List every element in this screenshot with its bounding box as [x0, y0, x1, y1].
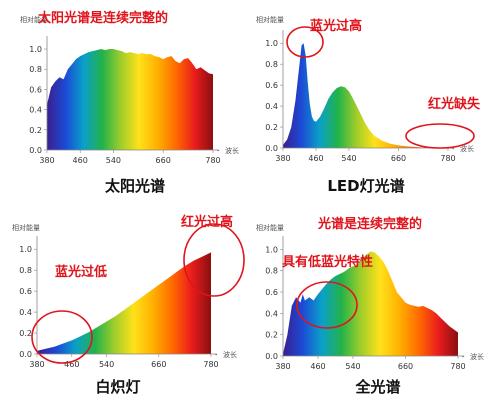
x-tick-label: 460	[310, 362, 325, 371]
x-tick-label: 780	[205, 156, 220, 165]
y-tick-label: 0.8	[265, 60, 278, 69]
x-tick-label: 780	[440, 154, 455, 163]
spectrum-panel-led: 0.0 0.2 0.4 0.6 0.8 1.0 380 460 540 660 780 相对能量 - 波长…	[256, 15, 481, 195]
annotation-label: 光谱是连续完整的	[317, 216, 422, 232]
x-axis-dash: -	[452, 145, 455, 153]
y-tick-label: 1.0	[19, 245, 32, 254]
y-tick-label: 1.0	[265, 245, 278, 254]
spectrum-panel-incandescent: 0.0 0.2 0.4 0.6 0.8 1.0 380 460 540 660 780 相对能量 - 波长…	[12, 214, 245, 396]
x-tick-label: 540	[341, 154, 356, 163]
x-axis-dash: -	[462, 353, 465, 361]
spectrum-area	[47, 49, 213, 150]
y-tick-label: 0.4	[265, 309, 278, 318]
y-axis-label: 相对能量	[20, 15, 48, 24]
highlight-circle	[405, 123, 475, 149]
spectrum-panel-full: 0.0 0.2 0.4 0.6 0.8 1.0 380 460 540 660 780 相对能量 - 波长…	[256, 216, 484, 396]
annotation-label: 具有低蓝光特性	[282, 254, 373, 270]
y-tick-label: 0.8	[29, 65, 42, 74]
annotation-label: 蓝光过高	[310, 18, 362, 34]
y-tick-label: 0.0	[265, 144, 278, 153]
spectrum-panel-sun: 0.0 0.2 0.4 0.6 0.8 1.0 380 460 540 660 780 相对能量 - 波长…	[20, 10, 239, 195]
chart-caption: LED灯光谱	[327, 177, 404, 195]
x-tick-label: 660	[151, 360, 166, 369]
x-axis-label: 波长	[460, 144, 474, 153]
highlight-circle	[286, 26, 324, 58]
x-tick-label: 460	[64, 360, 79, 369]
y-axis-label: 相对能量	[256, 15, 284, 24]
y-tick-label: 0.0	[29, 146, 42, 155]
y-tick-label: 0.4	[265, 102, 278, 111]
x-tick-label: 540	[345, 362, 360, 371]
x-tick-label: 380	[275, 362, 290, 371]
y-axis-label: 相对能量	[256, 223, 284, 232]
annotation-label: 太阳光谱是连续完整的	[37, 10, 168, 26]
y-tick-label: 0.4	[19, 308, 32, 317]
x-tick-label: 380	[39, 156, 54, 165]
highlight-circle	[183, 223, 245, 297]
y-tick-label: 0.6	[265, 288, 278, 297]
highlight-circle	[296, 281, 358, 329]
x-tick-label: 780	[450, 362, 465, 371]
y-tick-label: 0.2	[19, 329, 32, 338]
x-tick-label: 660	[156, 156, 171, 165]
x-tick-label: 460	[73, 156, 88, 165]
y-tick-label: 0.8	[265, 267, 278, 276]
chart-caption: 白炽灯	[95, 378, 140, 396]
x-tick-label: 660	[391, 154, 406, 163]
x-tick-label: 380	[275, 154, 290, 163]
spectrum-area	[37, 252, 211, 354]
y-tick-label: 0.6	[29, 85, 42, 94]
x-tick-label: 460	[308, 154, 323, 163]
y-tick-label: 0.0	[19, 350, 32, 359]
spectrum-area	[283, 251, 458, 356]
x-tick-label: 540	[106, 156, 121, 165]
x-tick-label: 660	[398, 362, 413, 371]
x-tick-label: 540	[99, 360, 114, 369]
annotation-label: 红光过高	[181, 214, 233, 230]
x-tick-label: 780	[203, 360, 218, 369]
spectrum-area	[283, 43, 448, 149]
y-tick-label: 0.2	[265, 331, 278, 340]
x-axis-label: 波长	[470, 352, 484, 361]
y-tick-label: 0.6	[19, 287, 32, 296]
y-tick-label: 0.2	[29, 126, 42, 135]
x-axis-label: 波长	[223, 350, 237, 359]
x-axis-label: 波长	[225, 146, 239, 155]
y-tick-label: 0.8	[19, 266, 32, 275]
y-tick-label: 0.2	[265, 123, 278, 132]
y-tick-label: 1.0	[265, 39, 278, 48]
y-tick-label: 0.6	[265, 81, 278, 90]
y-tick-label: 0.0	[265, 352, 278, 361]
y-axis-label: 相对能量	[12, 223, 40, 232]
y-tick-label: 0.4	[29, 106, 42, 115]
y-tick-label: 1.0	[29, 45, 42, 54]
annotation-label: 蓝光过低	[55, 264, 107, 280]
x-axis-dash: -	[215, 351, 218, 359]
annotation-label: 红光缺失	[428, 96, 481, 112]
highlight-circle	[31, 310, 93, 364]
chart-caption: 全光谱	[354, 378, 400, 396]
x-tick-label: 380	[29, 360, 44, 369]
chart-caption: 太阳光谱	[105, 177, 165, 195]
x-axis-dash: -	[217, 147, 220, 155]
